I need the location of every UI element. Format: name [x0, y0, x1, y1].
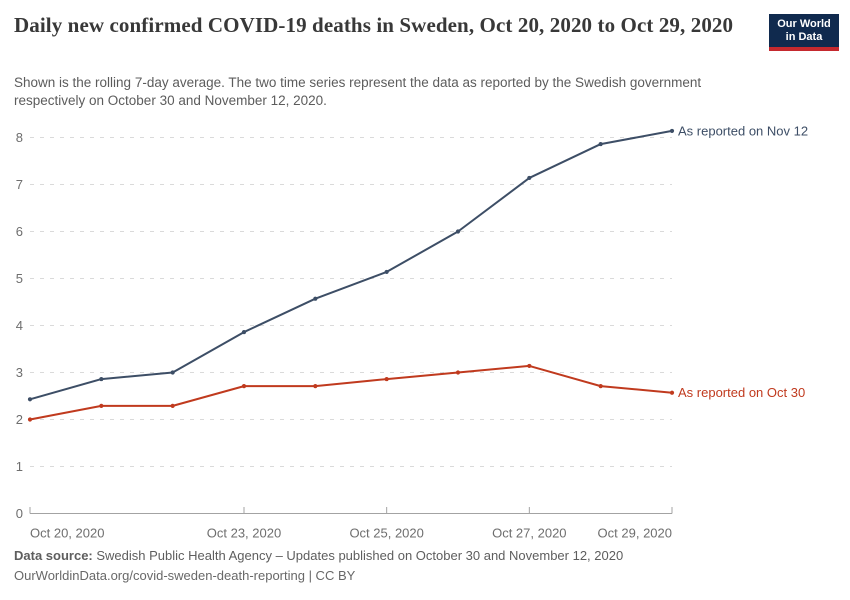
y-axis-tick-label: 1	[16, 459, 23, 474]
data-point-marker	[27, 417, 33, 422]
data-point-marker	[241, 329, 247, 335]
y-axis-tick-label: 8	[16, 130, 23, 145]
data-point-marker	[598, 141, 603, 147]
series-line	[29, 364, 673, 421]
y-axis-tick-label: 3	[16, 365, 23, 380]
y-axis-tick-label: 5	[16, 271, 23, 286]
chart-subtitle: Shown is the rolling 7-day average. The …	[14, 75, 702, 108]
data-point-marker	[527, 363, 532, 369]
data-point-marker	[455, 229, 461, 234]
owid-logo-line2: in Data	[785, 31, 823, 43]
x-axis-tick-label: Oct 20, 2020	[30, 526, 104, 541]
series-line	[29, 129, 673, 401]
data-point-marker	[527, 175, 532, 181]
data-point-marker	[313, 296, 318, 301]
series-end-label: As reported on Nov 12	[678, 123, 808, 138]
data-point-marker	[99, 403, 104, 408]
data-point-marker	[313, 384, 318, 389]
data-point-marker	[455, 370, 461, 375]
y-axis-tick-label: 7	[16, 177, 23, 192]
owid-logo: Our World in Data	[769, 14, 839, 51]
y-axis-tick-label: 2	[16, 412, 23, 427]
x-axis-tick-label: Oct 23, 2020	[207, 526, 281, 541]
data-point-marker	[669, 128, 675, 134]
page-title: Daily new confirmed COVID-19 deaths in S…	[14, 13, 734, 37]
series-end-label: As reported on Oct 30	[678, 385, 805, 400]
data-point-marker	[384, 269, 389, 275]
data-point-marker	[669, 390, 675, 395]
data-point-marker	[598, 384, 603, 389]
data-point-marker	[170, 403, 175, 408]
x-axis-tick-label: Oct 27, 2020	[492, 526, 566, 541]
attribution-note: OurWorldinData.org/covid-sweden-death-re…	[14, 568, 356, 583]
x-axis-tick-label: Oct 29, 2020	[598, 526, 672, 541]
data-point-marker	[384, 376, 389, 382]
y-axis-tick-label: 0	[16, 506, 23, 521]
data-source-note: Data source: Swedish Public Health Agenc…	[14, 548, 623, 564]
owid-logo-line1: Our World	[777, 18, 831, 30]
data-source-label: Data source:	[14, 548, 93, 563]
data-point-marker	[170, 370, 175, 375]
y-axis-tick-label: 4	[16, 318, 23, 333]
data-point-marker	[27, 397, 33, 402]
x-axis-tick-label: Oct 25, 2020	[349, 526, 423, 541]
data-point-marker	[241, 384, 247, 389]
data-source-text: Swedish Public Health Agency – Updates p…	[92, 548, 624, 563]
y-axis-tick-label: 6	[16, 224, 23, 239]
data-point-marker	[99, 376, 104, 382]
